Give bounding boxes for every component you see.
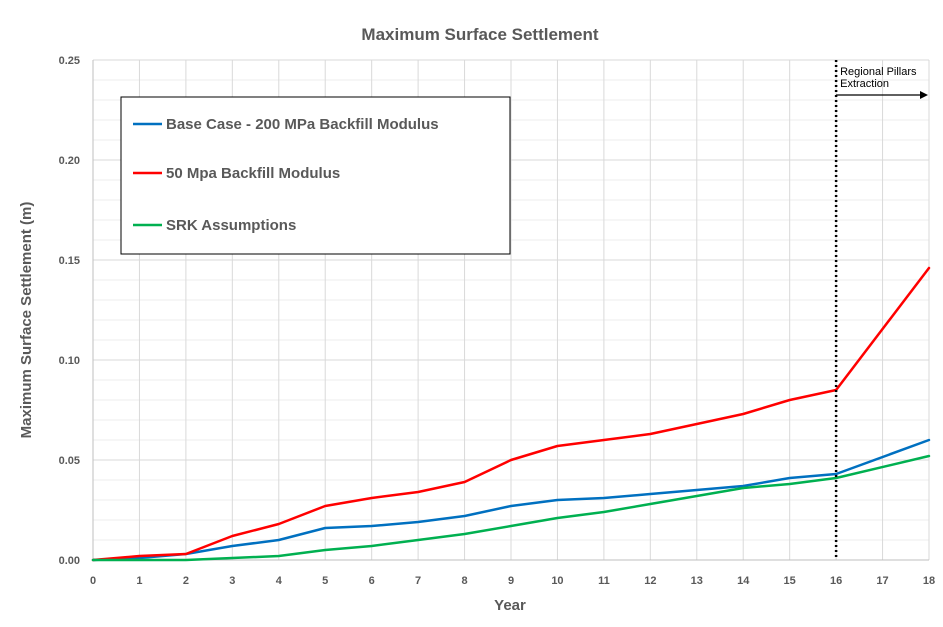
chart-title: Maximum Surface Settlement	[361, 25, 598, 44]
x-tick-label: 0	[90, 575, 96, 587]
grid	[93, 59, 930, 560]
x-tick-label: 3	[229, 575, 235, 587]
y-tick-label: 0.10	[59, 355, 80, 367]
y-tick-label: 0.05	[59, 455, 80, 467]
x-tick-label: 17	[876, 575, 888, 587]
x-axis-label: Year	[494, 597, 526, 614]
x-tick-label: 5	[322, 575, 328, 587]
series-lines	[91, 266, 931, 562]
series-line-1	[91, 438, 931, 562]
legend-label: 50 Mpa Backfill Modulus	[166, 165, 340, 182]
y-tick-label: 0.15	[59, 255, 80, 267]
legend: Base Case - 200 MPa Backfill Modulus 50 M…	[120, 96, 511, 255]
x-tick-label: 13	[691, 575, 703, 587]
legend-box	[120, 96, 511, 255]
series-line-2	[91, 266, 931, 562]
x-tick-label: 10	[551, 575, 563, 587]
x-tick-label: 14	[737, 575, 750, 587]
x-tick-label: 7	[415, 575, 421, 587]
x-tick-label: 9	[508, 575, 514, 587]
x-tick-label: 4	[276, 575, 283, 587]
x-tick-label: 2	[183, 575, 189, 587]
x-tick-label: 11	[598, 575, 610, 587]
x-tick-label: 8	[461, 575, 467, 587]
legend-label: Base Case - 200 MPa Backfill Modulus	[166, 116, 439, 133]
x-tick-label: 18	[923, 575, 935, 587]
axes: 0.000.050.100.150.200.250 1 2 3 4 5 6 7 8 9 10 11 12…	[59, 55, 936, 587]
series-line-3	[91, 454, 931, 562]
x-tick-label: 16	[830, 575, 842, 587]
annotation-label: Regional Pillars	[840, 66, 917, 78]
y-tick-label: 0.25	[59, 55, 80, 67]
y-tick-label: 0.00	[59, 555, 80, 567]
legend-label: SRK Assumptions	[166, 217, 296, 234]
y-axis-label: Maximum Surface Settlement (m)	[18, 202, 35, 439]
y-tick-label: 0.20	[59, 155, 80, 167]
x-tick-label: 12	[644, 575, 656, 587]
x-tick-label: 15	[784, 575, 796, 587]
x-tick-label: 1	[136, 575, 142, 587]
annotation-arrow-head	[920, 91, 928, 99]
x-tick-label: 6	[369, 575, 375, 587]
annotation-label: Extraction	[840, 78, 889, 90]
